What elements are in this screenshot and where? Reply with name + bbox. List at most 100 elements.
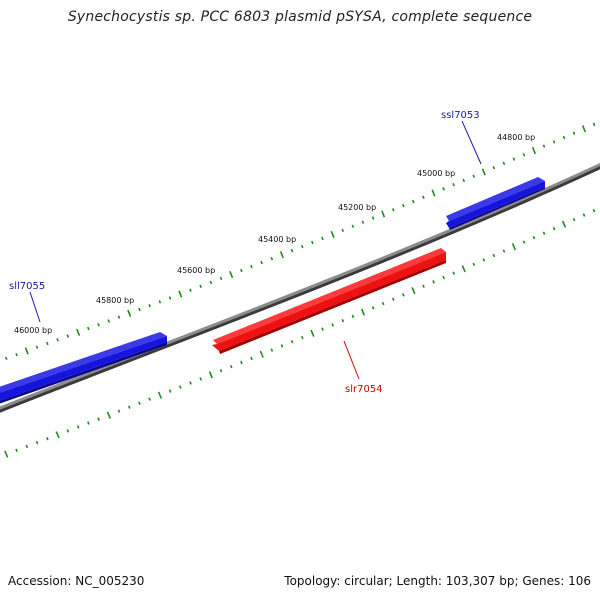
inner-major-tick [4, 450, 9, 458]
gene-slr7054-label: slr7054 [345, 384, 383, 395]
inner-minor-tick [189, 381, 192, 385]
gene-slr7054[interactable]: slr7054 [212, 248, 446, 395]
outer-major-tick [481, 168, 486, 176]
outer-minor-tick [4, 356, 8, 360]
inner-major-tick [259, 350, 264, 358]
outer-major-tick [24, 347, 29, 355]
gene-sll7055-arrow-top [0, 332, 167, 393]
inner-minor-tick [502, 249, 506, 253]
inner-minor-tick [179, 385, 182, 389]
backbone-shadow [0, 163, 600, 413]
outer-minor-tick [260, 260, 263, 265]
inner-minor-tick [351, 314, 355, 319]
outer-minor-tick [290, 248, 294, 253]
inner-minor-tick [229, 364, 233, 369]
inner-major-tick [55, 431, 60, 439]
outer-minor-tick [56, 338, 59, 342]
outer-minor-tick [522, 153, 526, 157]
inner-major-tick [106, 411, 111, 419]
inner-minor-tick [219, 369, 223, 373]
scale-label-45400: 45400 bp [258, 235, 296, 244]
inner-minor-tick [138, 401, 141, 405]
outer-minor-tick [87, 326, 90, 331]
inner-minor-tick [25, 444, 29, 449]
inner-minor-tick [300, 335, 304, 340]
outer-minor-tick [138, 307, 141, 312]
gene-slr7054-arrow-body [212, 252, 446, 351]
inner-minor-tick [452, 271, 456, 275]
inner-minor-tick [582, 213, 586, 217]
scale-labels: 44800 bp 45000 bp 45200 bp 45400 bp 4560… [14, 133, 535, 335]
outer-minor-tick [311, 240, 314, 245]
inner-minor-tick [15, 448, 18, 452]
inner-minor-tick [472, 262, 476, 267]
outer-minor-tick [341, 228, 345, 232]
inner-minor-tick [371, 306, 375, 310]
outer-minor-tick [15, 352, 18, 357]
inner-minor-tick [572, 217, 576, 222]
outer-minor-tick [371, 216, 375, 220]
inner-major-tick [310, 329, 315, 337]
outer-major-tick [279, 251, 284, 259]
outer-minor-tick [512, 157, 516, 161]
map-title: Synechocystis sp. PCC 6803 plasmid pSYSA… [67, 9, 533, 25]
plasmid-backbone [0, 162, 600, 410]
gene-ssl7053[interactable]: ssl7053 [441, 110, 545, 230]
inner-minor-tick [522, 240, 526, 244]
outer-minor-tick [412, 199, 415, 204]
outer-minor-tick [351, 224, 355, 228]
outer-minor-tick [391, 208, 395, 212]
outer-minor-tick [148, 304, 151, 308]
inner-minor-tick [290, 340, 294, 344]
outer-minor-tick [35, 345, 39, 349]
outer-minor-tick [562, 135, 566, 140]
inner-minor-tick [341, 318, 345, 323]
inner-minor-tick [250, 356, 253, 361]
outer-minor-tick [97, 323, 100, 327]
gene-ssl7053-arrow-top [446, 177, 545, 221]
scale-label-46000: 46000 bp [14, 326, 52, 335]
outer-minor-tick [592, 122, 596, 127]
inner-minor-tick [240, 360, 243, 365]
outer-minor-tick [552, 140, 556, 144]
inner-minor-tick [442, 275, 445, 280]
inner-minor-tick [87, 421, 90, 425]
outer-minor-tick [472, 174, 476, 178]
scale-label-44800: 44800 bp [497, 133, 535, 142]
inner-major-tick [208, 371, 213, 379]
gene-sll7055[interactable]: sll7055 [0, 281, 167, 407]
outer-minor-tick [402, 203, 405, 208]
gene-slr7054-label-leader [343, 340, 360, 380]
gene-slr7054-arrow-shade [219, 260, 446, 354]
outer-minor-tick [168, 296, 172, 300]
outer-major-tick [76, 328, 81, 336]
inner-minor-tick [331, 323, 334, 327]
topology-summary: Topology: circular; Length: 103,307 bp; … [284, 574, 591, 588]
gene-ssl7053-arrow-shade [449, 187, 545, 230]
outer-minor-tick [66, 334, 70, 338]
outer-major-tick [381, 210, 386, 218]
outer-minor-tick [542, 144, 546, 148]
outer-minor-tick [462, 178, 466, 183]
inner-minor-tick [482, 258, 486, 262]
outer-minor-tick [300, 244, 304, 249]
inner-minor-tick [402, 293, 405, 297]
outer-major-tick [330, 230, 335, 238]
outer-minor-tick [189, 288, 192, 292]
outer-major-tick [581, 125, 587, 133]
inner-minor-tick [35, 440, 39, 445]
inner-minor-tick [66, 429, 70, 433]
inner-major-tick [561, 220, 567, 228]
scale-label-45000: 45000 bp [417, 169, 455, 178]
gene-slr7054-arrow-top [213, 248, 446, 344]
outer-major-tick [431, 189, 436, 197]
outer-minor-tick [422, 195, 425, 199]
inner-minor-tick [199, 377, 203, 381]
inner-major-tick [157, 391, 163, 399]
outer-minor-tick [321, 236, 324, 241]
gene-sll7055-label-leader [29, 291, 41, 323]
inner-minor-tick [117, 409, 121, 413]
inner-tick-track [4, 208, 596, 458]
inner-major-tick [461, 265, 466, 273]
gene-ssl7053-label-leader [461, 120, 482, 165]
